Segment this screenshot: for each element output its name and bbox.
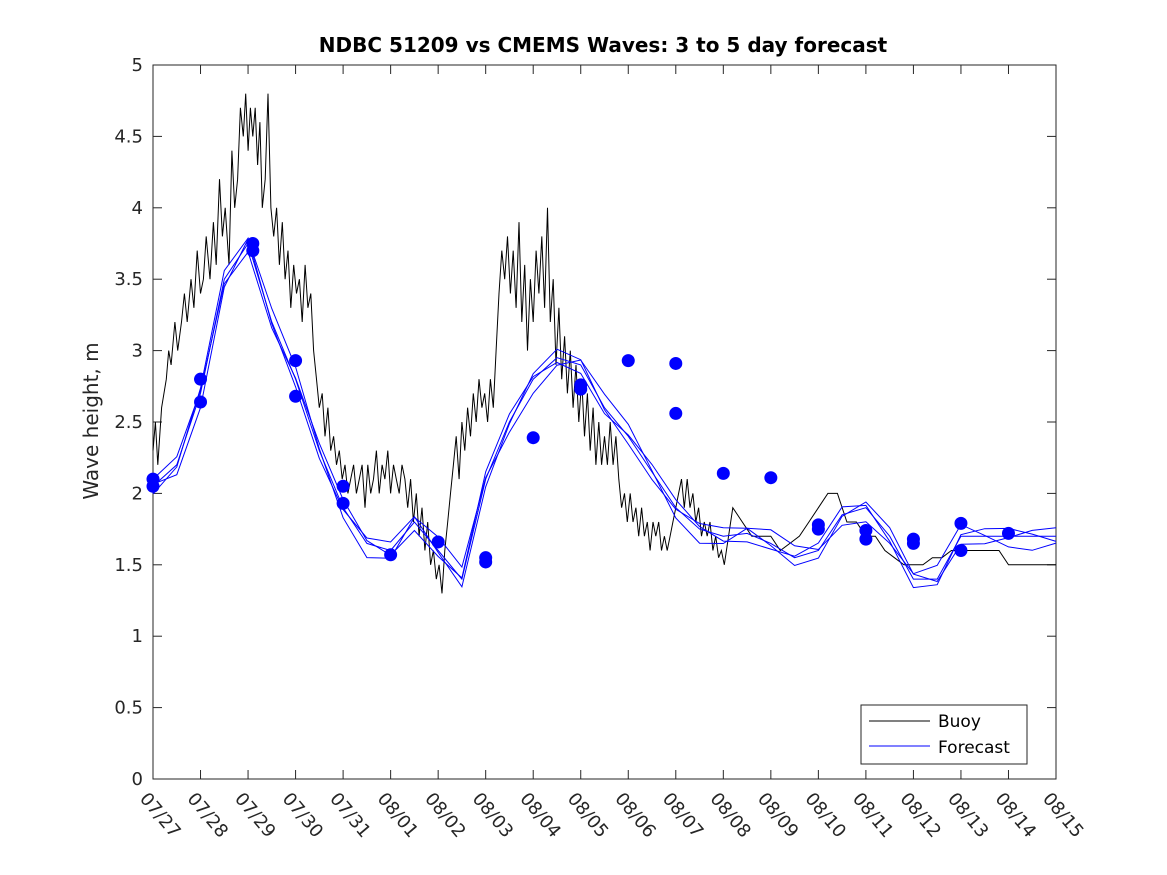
y-tick-label: 1 <box>132 626 143 647</box>
forecast-marker <box>574 378 588 392</box>
forecast-marker <box>1001 526 1015 540</box>
legend-buoy-label: Buoy <box>938 712 981 732</box>
buoy-series-line <box>152 93 1056 594</box>
y-tick-label: 3.5 <box>114 269 143 290</box>
forecast-marker <box>246 244 260 258</box>
forecast-series-line <box>152 237 1057 575</box>
forecast-marker <box>716 466 730 480</box>
forecast-series-line <box>152 236 1057 589</box>
forecast-marker <box>479 551 493 565</box>
forecast-marker <box>811 518 825 532</box>
forecast-marker <box>384 548 398 562</box>
forecast-marker <box>336 479 350 493</box>
forecast-marker <box>146 472 160 486</box>
plot-area <box>152 64 1057 780</box>
legend: Buoy Forecast <box>860 704 1028 765</box>
y-tick-label: 0 <box>132 769 143 790</box>
forecast-marker <box>431 535 445 549</box>
y-tick-label: 2.5 <box>114 412 143 433</box>
forecast-series-line <box>152 250 1057 589</box>
forecast-marker <box>906 532 920 546</box>
legend-box <box>860 704 1028 765</box>
forecast-marker <box>289 389 303 403</box>
forecast-marker <box>621 354 635 368</box>
forecast-marker <box>289 354 303 368</box>
chart-title: NDBC 51209 vs CMEMS Waves: 3 to 5 day fo… <box>319 33 888 57</box>
forecast-marker <box>954 516 968 530</box>
y-tick-label: 2 <box>132 483 143 504</box>
forecast-marker <box>954 544 968 558</box>
forecast-series-line <box>152 242 1056 581</box>
forecast-marker <box>859 532 873 546</box>
y-tick-label: 4 <box>132 198 143 219</box>
forecast-marker <box>194 372 208 386</box>
series-layer <box>146 93 1057 594</box>
forecast-marker <box>336 496 350 510</box>
forecast-marker <box>669 406 683 420</box>
legend-forecast-label: Forecast <box>938 738 1010 758</box>
y-tick-label: 1.5 <box>114 555 143 576</box>
y-tick-label: 0.5 <box>114 698 143 719</box>
y-tick-label: 3 <box>132 341 143 362</box>
y-axis-label: Wave height, m <box>79 342 103 499</box>
axes-box <box>152 64 1057 780</box>
y-tick-label: 5 <box>132 55 143 76</box>
forecast-marker <box>194 395 208 409</box>
y-tick-label: 4.5 <box>114 126 143 147</box>
forecast-marker <box>764 471 778 485</box>
forecast-marker <box>526 431 540 445</box>
y-axis-ticks: 0 0.5 1 1.5 2 2.5 3 3.5 4 4.5 5 <box>114 55 1056 790</box>
forecast-marker <box>669 356 683 370</box>
